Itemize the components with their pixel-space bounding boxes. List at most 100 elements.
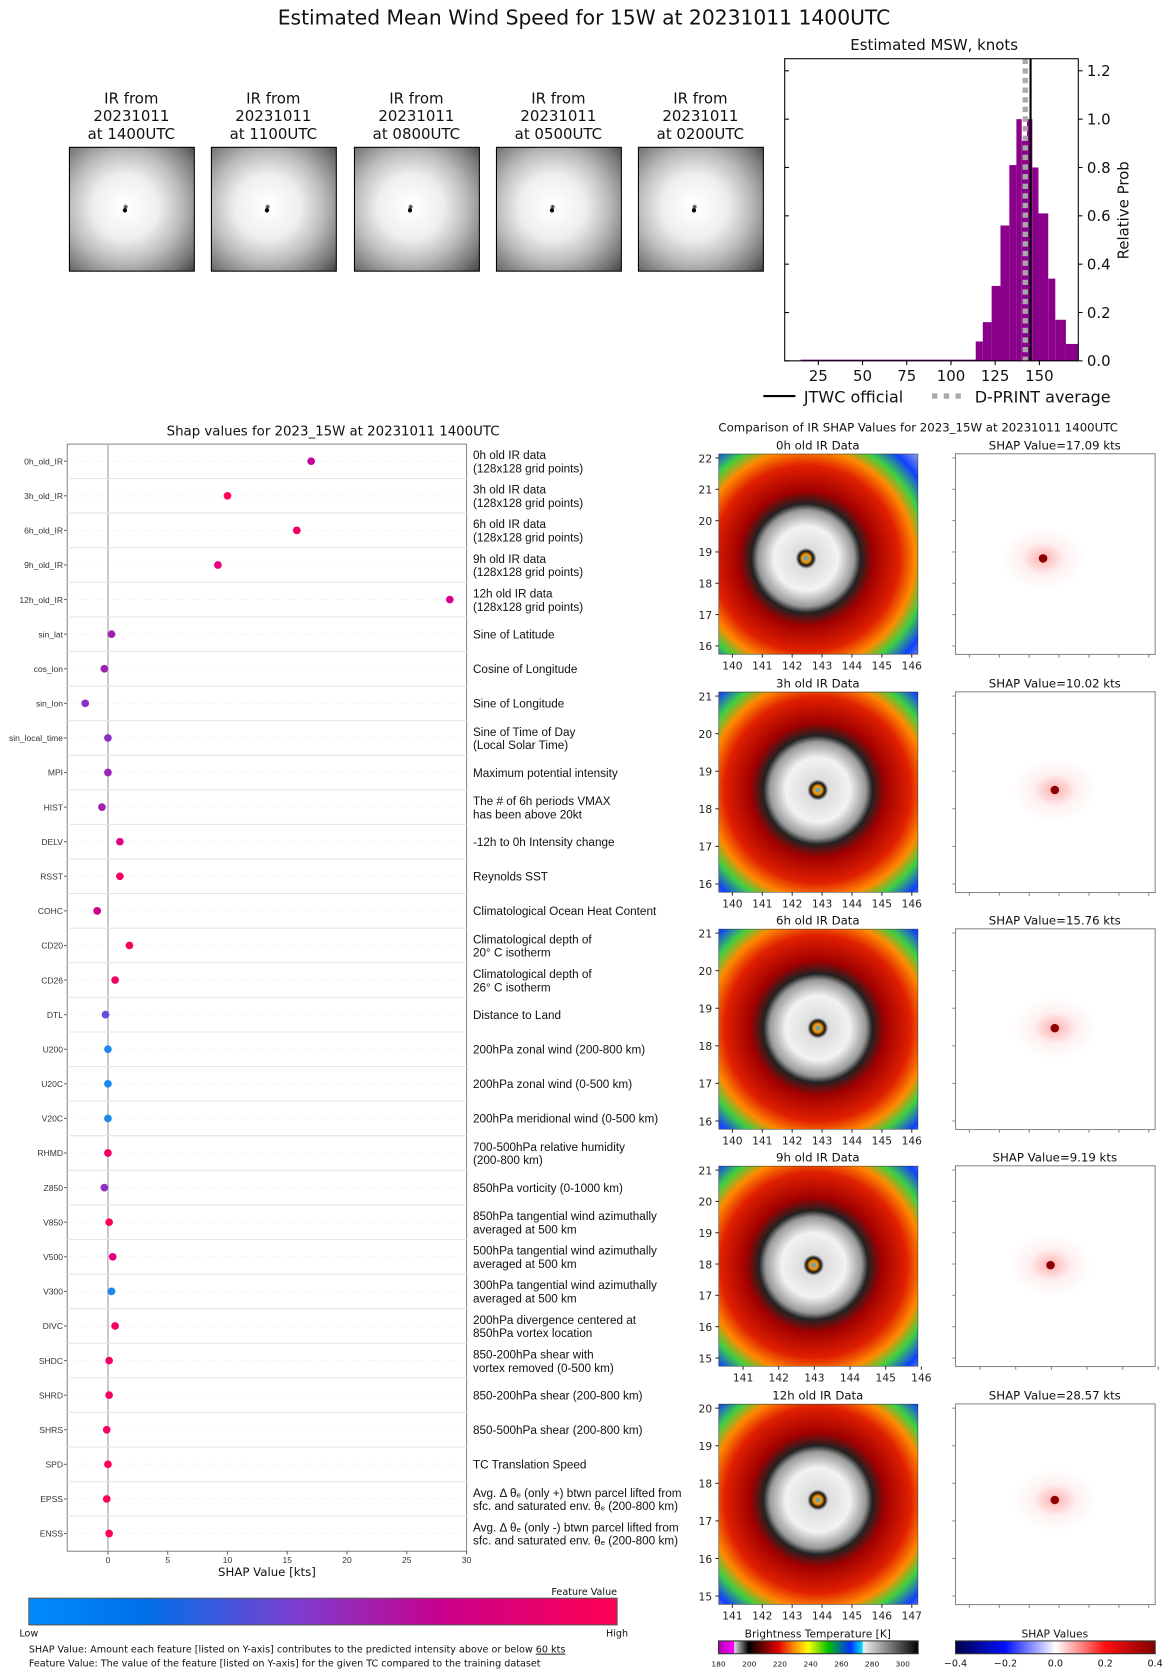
lat-tick-label: 19 [699,1440,713,1453]
shap-point-sin_local_time [104,734,112,742]
thumbnail-title-line: 20231011 [235,107,311,125]
thumbnail-title-line: IR from [104,90,158,108]
shap-panel-title: SHAP Value=9.19 kts [993,1151,1118,1165]
shap-point-V850 [105,1218,113,1227]
lon-tick-label: 145 [876,1371,896,1384]
lon-tick-label: 143 [812,897,832,910]
feature-description: (128x128 grid points) [473,566,583,579]
shap-map-hotspot [1046,1260,1055,1270]
shap-map-hotspot [1038,554,1048,563]
feature-description: -12h to 0h Intensity change [473,836,615,849]
thumbnail-title-line: 20231011 [93,107,169,125]
lon-tick-label: 146 [902,897,923,910]
thumbnail-title-line: IR from [246,90,300,108]
lat-tick-label: 20 [699,515,713,528]
lon-tick-label: 143 [782,1610,802,1623]
feature-label: V500 [43,1252,63,1262]
feature-label: V300 [43,1287,63,1297]
shap-panel-title: SHAP Value=10.02 kts [989,677,1121,691]
feature-value-colorbar [28,1597,618,1626]
histogram-bar [1016,119,1022,361]
histogram-title: Estimated MSW, knots [850,36,1018,54]
thumbnail-title-line: 20231011 [378,107,454,125]
feature-description: Reynolds SST [473,871,548,884]
lon-tick-label: 145 [872,1134,892,1147]
feature-description: 26° C isotherm [473,981,551,994]
feature-label: U20C [41,1079,63,1089]
shap-point-sin_lat [107,630,116,638]
lat-tick-label: 17 [699,1515,713,1528]
lon-tick-label: 143 [812,1134,832,1147]
footer-shap-note: SHAP Value: Amount each feature [listed … [29,1645,566,1656]
feature-description: Avg. Δ θₑ (only +) btwn parcel lifted fr… [473,1487,682,1500]
x-tick-label: 75 [897,367,916,385]
histogram-bar [1055,319,1066,361]
feature-label: RHMD [37,1148,63,1158]
x-tick-label: 20 [342,1555,352,1565]
lon-tick-label: 145 [872,897,892,910]
feature-label: V850 [43,1217,63,1227]
feature-description: Cosine of Longitude [473,663,577,676]
lon-tick-label: 142 [769,1371,789,1384]
feature-description: Sine of Time of Day [473,726,576,739]
bt-tick-label: 260 [834,1660,849,1669]
lat-tick-label: 19 [699,766,713,779]
lon-tick-label: 142 [782,897,802,910]
lon-tick-label: 140 [722,1134,743,1147]
thumbnail-title-line: at 0200UTC [657,125,744,143]
feature-description: Climatological depth of [473,933,592,946]
shap-point-SHRD [105,1391,113,1399]
thumbnail-title-line: IR from [389,90,443,108]
feature-label: 12h_old_IR [19,595,63,605]
feature-label: DELV [41,837,63,847]
ir-panel-title: 0h old IR Data [776,438,860,452]
ir-satellite-image [718,1165,919,1367]
ir-satellite-image [718,453,919,655]
x-tick-label: 150 [1025,367,1054,385]
lat-tick-label: 16 [699,878,713,891]
lat-tick-label: 18 [699,1258,713,1271]
bt-tick-label: 240 [804,1660,819,1669]
feature-description: averaged at 500 km [473,1223,577,1236]
histogram-bar [1021,140,1028,361]
shap-point-12h_old_IR [445,595,454,604]
shap-colorbar-title: SHAP Values [1021,1628,1088,1641]
shap-cbar-tick-label: −0.2 [994,1659,1017,1670]
shap-point-Z850 [100,1183,109,1192]
y-tick-label: 0.2 [1087,304,1111,322]
ir-thumbnail-image [210,146,337,272]
lat-tick-label: 20 [699,1196,713,1209]
lon-tick-label: 144 [842,1134,863,1147]
feature-colorbar-title: Feature Value [551,1587,617,1598]
feature-description: (200-800 km) [473,1154,543,1167]
feature-label: CD20 [41,941,63,951]
lat-tick-label: 16 [699,1115,713,1128]
feature-label: MPI [48,768,63,778]
feature-description: averaged at 500 km [473,1258,577,1271]
bt-tick-label: 200 [742,1660,757,1669]
lon-tick-label: 141 [752,1134,772,1147]
ir-satellite-image [718,1403,919,1605]
storm-eye-marker [407,208,413,213]
y-tick-label: 1.2 [1087,62,1111,80]
shap-cbar-tick-label: 0.2 [1098,1659,1113,1670]
feature-label: HIST [44,802,64,812]
ir-thumbnail-image [68,146,195,272]
lat-tick-label: 17 [699,1290,713,1303]
lon-tick-label: 141 [752,659,772,672]
shap-point-SHRS [102,1425,111,1434]
ir-shap-comparison: Comparison of IR SHAP Values for 2023_15… [699,420,1163,1669]
lon-tick-label: 146 [872,1610,893,1623]
lat-tick-label: 16 [699,1553,713,1566]
shap-point-0h_old_IR [307,457,315,466]
feature-description: Climatological Ocean Heat Content [473,905,657,918]
shap-point-DELV [116,837,124,846]
histogram-bar [975,341,983,361]
storm-eye-marker [691,208,697,213]
ir-satellite-image [718,691,919,893]
y-tick-label: 0.6 [1087,207,1111,225]
feature-label: SHRD [39,1390,63,1400]
shap-point-MPI [104,768,112,777]
feature-label: 0h_old_IR [24,456,63,466]
